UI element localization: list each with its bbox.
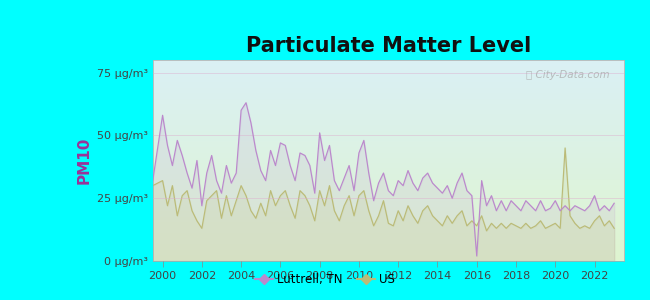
- Y-axis label: PM10: PM10: [76, 137, 91, 184]
- Legend: Luttrell, TN, US: Luttrell, TN, US: [250, 269, 400, 291]
- Title: Particulate Matter Level: Particulate Matter Level: [246, 36, 531, 56]
- Text: ⓘ City-Data.com: ⓘ City-Data.com: [526, 70, 610, 80]
